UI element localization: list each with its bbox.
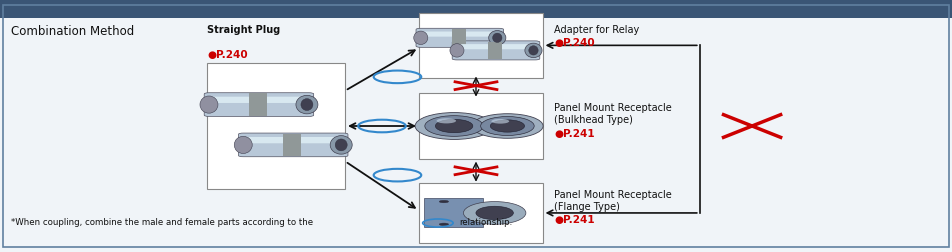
- Ellipse shape: [488, 30, 506, 45]
- Bar: [0, 6, 952, 7]
- Bar: [0, 12, 952, 13]
- Bar: [0, 2, 952, 3]
- Ellipse shape: [414, 31, 427, 45]
- Ellipse shape: [472, 114, 544, 138]
- Bar: [425, 199, 483, 227]
- Bar: [452, 29, 466, 46]
- Ellipse shape: [439, 223, 448, 226]
- Ellipse shape: [437, 118, 456, 123]
- Ellipse shape: [200, 96, 218, 113]
- Text: Panel Mount Receptacle: Panel Mount Receptacle: [554, 190, 672, 200]
- Bar: [0, 5, 952, 6]
- Bar: [488, 42, 503, 59]
- Text: ●P.241: ●P.241: [554, 129, 595, 139]
- Bar: [283, 134, 301, 156]
- Bar: [0, 16, 952, 17]
- Ellipse shape: [425, 116, 484, 136]
- Ellipse shape: [335, 139, 347, 151]
- Ellipse shape: [296, 95, 318, 114]
- Ellipse shape: [330, 136, 352, 154]
- FancyBboxPatch shape: [247, 137, 340, 143]
- Bar: [0, 7, 952, 8]
- Bar: [419, 183, 543, 243]
- Text: (Flange Type): (Flange Type): [554, 202, 620, 212]
- Text: Panel Mount Receptacle: Panel Mount Receptacle: [554, 103, 672, 113]
- Text: (Bulkhead Type): (Bulkhead Type): [554, 115, 633, 125]
- Bar: [0, 11, 952, 12]
- Bar: [0, 0, 952, 1]
- Bar: [0, 10, 952, 11]
- Text: relationship.: relationship.: [459, 218, 512, 227]
- Bar: [0, 3, 952, 4]
- Ellipse shape: [528, 46, 538, 55]
- Ellipse shape: [481, 116, 534, 136]
- Ellipse shape: [234, 136, 252, 153]
- FancyBboxPatch shape: [416, 28, 504, 47]
- Bar: [419, 13, 543, 78]
- Ellipse shape: [435, 119, 473, 133]
- Ellipse shape: [439, 200, 448, 203]
- FancyBboxPatch shape: [212, 97, 306, 103]
- Bar: [0, 9, 952, 10]
- Text: Combination Method: Combination Method: [11, 25, 134, 38]
- FancyBboxPatch shape: [459, 44, 533, 49]
- Bar: [0, 4, 952, 5]
- Bar: [0, 8, 952, 9]
- FancyBboxPatch shape: [452, 41, 540, 60]
- Bar: [0, 0, 952, 18]
- Bar: [0, 13, 952, 14]
- Text: *When coupling, combine the male and female parts according to the: *When coupling, combine the male and fem…: [11, 218, 313, 227]
- Text: ●P.240: ●P.240: [207, 50, 248, 60]
- FancyBboxPatch shape: [238, 133, 348, 157]
- Text: ●P.240: ●P.240: [554, 38, 595, 48]
- Bar: [0, 1, 952, 2]
- Ellipse shape: [525, 43, 542, 58]
- Ellipse shape: [476, 206, 513, 220]
- Ellipse shape: [464, 202, 526, 224]
- Text: Straight Plug: Straight Plug: [207, 25, 280, 35]
- Bar: [248, 93, 267, 116]
- Bar: [419, 93, 543, 159]
- Ellipse shape: [490, 120, 525, 132]
- Bar: [0, 14, 952, 15]
- Bar: [0, 15, 952, 16]
- Text: Adapter for Relay: Adapter for Relay: [554, 25, 640, 35]
- Ellipse shape: [450, 44, 464, 57]
- Ellipse shape: [491, 119, 509, 124]
- Ellipse shape: [415, 113, 493, 139]
- FancyBboxPatch shape: [423, 32, 497, 37]
- Bar: [0, 17, 952, 18]
- Ellipse shape: [301, 99, 313, 111]
- FancyBboxPatch shape: [204, 93, 313, 116]
- Text: ●P.241: ●P.241: [554, 215, 595, 226]
- Ellipse shape: [492, 33, 502, 42]
- Bar: [207, 63, 345, 189]
